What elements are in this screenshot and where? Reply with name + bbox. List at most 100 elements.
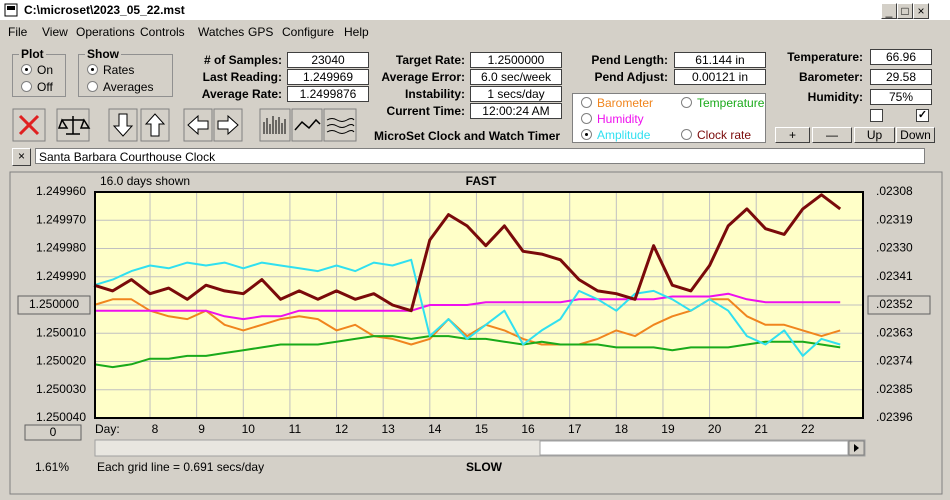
- menu-item[interactable]: Watches: [198, 25, 245, 39]
- menu-item[interactable]: Help: [344, 25, 369, 39]
- field-value[interactable]: 6.0 sec/week: [470, 69, 562, 85]
- y2-tick-label: .02341: [876, 269, 913, 283]
- option-label: Averages: [103, 80, 154, 94]
- x-tick-label: 22: [801, 422, 815, 436]
- y2-tick-label: .02374: [876, 354, 913, 368]
- x-tick-label: 21: [755, 422, 769, 436]
- field-label: Average Error:: [381, 70, 465, 84]
- up-button[interactable]: [140, 108, 170, 142]
- menu-item[interactable]: Operations: [76, 25, 135, 39]
- field-label: Target Rate:: [395, 53, 465, 67]
- y2-button[interactable]: [867, 295, 931, 315]
- field-value[interactable]: 29.58: [870, 69, 932, 85]
- field-value[interactable]: 1.2500000: [470, 52, 562, 68]
- x-tick-label: 17: [568, 422, 582, 436]
- field-value[interactable]: 23040: [287, 52, 369, 68]
- toolbar: [12, 108, 357, 142]
- x-label: Day:: [95, 422, 120, 436]
- radio[interactable]: [681, 129, 692, 140]
- legend-item[interactable]: Clock rate: [681, 128, 751, 142]
- right-button[interactable]: [213, 108, 243, 142]
- top-label: FAST: [466, 174, 497, 188]
- legend-item[interactable]: Temperature: [681, 96, 764, 110]
- radio[interactable]: [681, 97, 692, 108]
- field-value[interactable]: 75%: [870, 89, 932, 105]
- y-tick-label: 1.249990: [36, 269, 86, 283]
- wave-button[interactable]: [291, 108, 323, 142]
- x-tick-label: 14: [428, 422, 442, 436]
- minimize-button[interactable]: _: [881, 3, 897, 19]
- option-label: Off: [37, 80, 53, 94]
- control-button[interactable]: —: [812, 127, 852, 143]
- window-title: C:\microset\2023_05_22.mst: [24, 3, 185, 17]
- y2-tick-label: .02363: [876, 325, 913, 339]
- field-value[interactable]: 61.144 in: [674, 52, 766, 68]
- field-label: Barometer:: [798, 70, 863, 84]
- x-tick-label: 19: [661, 422, 675, 436]
- field-value[interactable]: 0.00121 in: [674, 69, 766, 85]
- control-button[interactable]: +: [775, 127, 810, 143]
- control-button[interactable]: Up: [854, 127, 895, 143]
- radio[interactable]: [581, 113, 592, 124]
- down-button[interactable]: [108, 108, 138, 142]
- clock-name[interactable]: Santa Barbara Courthouse Clock: [35, 148, 925, 164]
- legend-label: Barometer: [597, 96, 654, 110]
- radio-rates[interactable]: Rates: [87, 63, 172, 77]
- menu-item[interactable]: View: [42, 25, 68, 39]
- menu-item[interactable]: Configure: [282, 25, 335, 39]
- zero-button[interactable]: [17, 295, 91, 315]
- legend-item[interactable]: Barometer: [581, 96, 653, 110]
- x-tick-label: 15: [475, 422, 489, 436]
- field-value[interactable]: 1 secs/day: [470, 86, 562, 102]
- control-button[interactable]: Down: [896, 127, 935, 143]
- field-value[interactable]: 12:00:24 AM: [470, 103, 562, 119]
- span-label: 16.0 days shown: [100, 174, 190, 188]
- legend-label: Clock rate: [697, 128, 752, 142]
- x-tick-label: 8: [152, 422, 159, 436]
- close-button[interactable]: ×: [913, 3, 929, 19]
- field-value[interactable]: 1.2499876: [287, 86, 369, 102]
- radio[interactable]: [581, 97, 592, 108]
- menu-item[interactable]: GPS: [248, 25, 274, 39]
- radio-on[interactable]: On: [21, 63, 65, 77]
- field-label: Humidity:: [807, 90, 863, 104]
- radio-off[interactable]: Off: [21, 80, 65, 94]
- legend-label: Temperature: [697, 96, 765, 110]
- menu-item[interactable]: Controls: [140, 25, 185, 39]
- y-tick-label: 1.250030: [36, 382, 86, 396]
- radio-averages[interactable]: Averages: [87, 80, 172, 94]
- x-tick-label: 12: [335, 422, 349, 436]
- scroll-thumb[interactable]: [539, 440, 849, 456]
- y2-tick-label: .02352: [876, 297, 913, 311]
- corner-label: 1.61%: [35, 460, 69, 474]
- checkbox-checked[interactable]: ✓: [916, 109, 929, 122]
- y2-tick-label: .02330: [876, 241, 913, 255]
- y-tick-label: 1.249980: [36, 241, 86, 255]
- bottom-label: SLOW: [466, 460, 503, 474]
- left-button[interactable]: [183, 108, 213, 142]
- legend-item[interactable]: Amplitude: [581, 128, 650, 142]
- maximize-button[interactable]: □: [897, 3, 913, 19]
- scroll-arrow-glyph: [854, 444, 859, 452]
- legend-item[interactable]: Humidity: [581, 112, 644, 126]
- bars-button[interactable]: [259, 108, 291, 142]
- y-tick-label: 1.250000: [29, 297, 79, 311]
- multi-wave-button[interactable]: [323, 108, 357, 142]
- field-value[interactable]: 1.249969: [287, 69, 369, 85]
- checkbox[interactable]: [870, 109, 883, 122]
- menu-item[interactable]: File: [8, 25, 28, 39]
- series-line: [94, 292, 841, 321]
- offset-button[interactable]: [24, 424, 82, 441]
- y-tick-label: 1.250020: [36, 354, 86, 368]
- field-value[interactable]: 66.96: [870, 49, 932, 65]
- radio[interactable]: [581, 129, 592, 140]
- clear-button[interactable]: ×: [12, 148, 31, 166]
- field-label: Last Reading:: [202, 70, 282, 84]
- stop-button[interactable]: [12, 108, 46, 142]
- balance-button[interactable]: [56, 108, 91, 142]
- y2-tick-label: .02308: [876, 184, 913, 198]
- y-tick-label: 1.250040: [36, 410, 86, 424]
- field-label: Pend Length:: [591, 53, 668, 67]
- field-label: # of Samples:: [203, 53, 282, 67]
- x-tick-label: 13: [381, 422, 395, 436]
